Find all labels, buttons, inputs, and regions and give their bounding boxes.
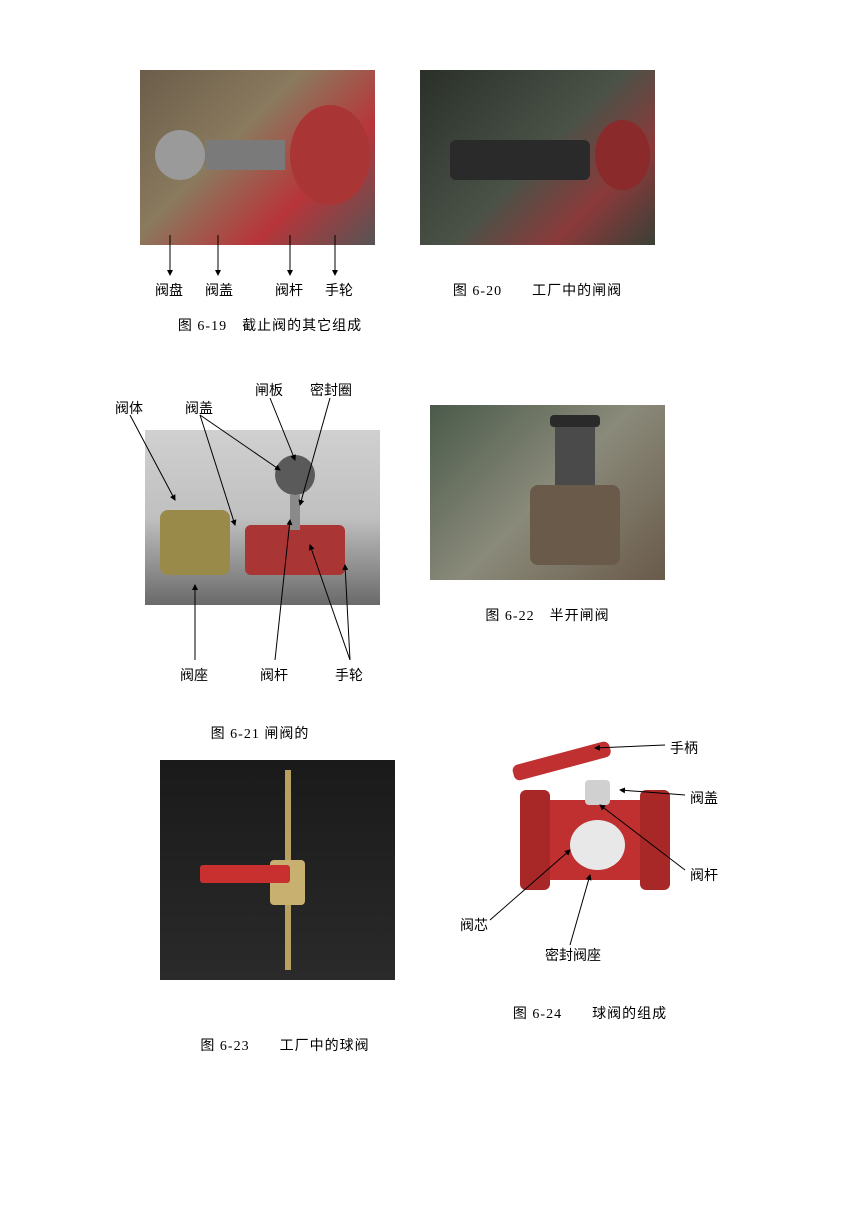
- figure-6-20-photo: [420, 70, 655, 245]
- label-6-21-t4: 密封圈: [310, 380, 352, 400]
- figure-6-23-caption: 图 6-23 工厂中的球阀: [160, 1035, 410, 1055]
- figure-6-23: 图 6-23 工厂中的球阀: [160, 760, 410, 1055]
- document-page: 阀盘 阀盖 阀杆 手轮 图 6-19 截止阀的其它组成 图 6-20 工厂中的闸…: [100, 60, 760, 1156]
- figure-6-24-photo: [510, 740, 675, 900]
- figure-6-19: 阀盘 阀盖 阀杆 手轮 图 6-19 截止阀的其它组成: [140, 70, 400, 335]
- label-6-24-1: 手柄: [670, 738, 698, 758]
- label-6-24-2: 阀盖: [690, 788, 718, 808]
- label-6-21-b2: 阀杆: [260, 665, 288, 685]
- label-6-19-1: 阀盘: [155, 280, 183, 300]
- figure-6-24-caption: 图 6-24 球阀的组成: [440, 1003, 740, 1023]
- label-6-24-4: 阀芯: [460, 915, 488, 935]
- label-6-21-t1: 阀体: [115, 398, 143, 418]
- label-6-21-b3: 手轮: [335, 665, 363, 685]
- figure-6-22: 图 6-22 半开闸阀: [430, 405, 665, 625]
- label-6-21-t3: 闸板: [255, 380, 283, 400]
- figure-6-21-caption: 图 6-21 闸阀的: [100, 723, 420, 743]
- label-6-21-b1: 阀座: [180, 665, 208, 685]
- label-6-19-3: 阀杆: [275, 280, 303, 300]
- figure-6-24: 手柄 阀盖 阀杆 阀芯 密封阀座 图 6-24 球阀的组成: [440, 720, 740, 1060]
- figure-6-19-caption: 图 6-19 截止阀的其它组成: [140, 315, 400, 335]
- label-6-19-4: 手轮: [325, 280, 353, 300]
- figure-6-20: 图 6-20 工厂中的闸阀: [420, 70, 655, 300]
- label-6-19-2: 阀盖: [205, 280, 233, 300]
- figure-6-22-caption: 图 6-22 半开闸阀: [430, 605, 665, 625]
- label-6-24-5: 密封阀座: [545, 945, 601, 965]
- figure-6-21-photo: [145, 430, 380, 605]
- figure-6-20-caption: 图 6-20 工厂中的闸阀: [420, 280, 655, 300]
- figure-6-23-photo: [160, 760, 395, 980]
- figure-6-21: 阀体 阀盖 闸板 密封圈 阀座 阀杆 手轮 图 6-21 闸阀的: [100, 370, 420, 750]
- label-6-24-3: 阀杆: [690, 865, 718, 885]
- label-6-21-t2: 阀盖: [185, 398, 213, 418]
- figure-6-19-photo: [140, 70, 375, 245]
- figure-6-22-photo: [430, 405, 665, 580]
